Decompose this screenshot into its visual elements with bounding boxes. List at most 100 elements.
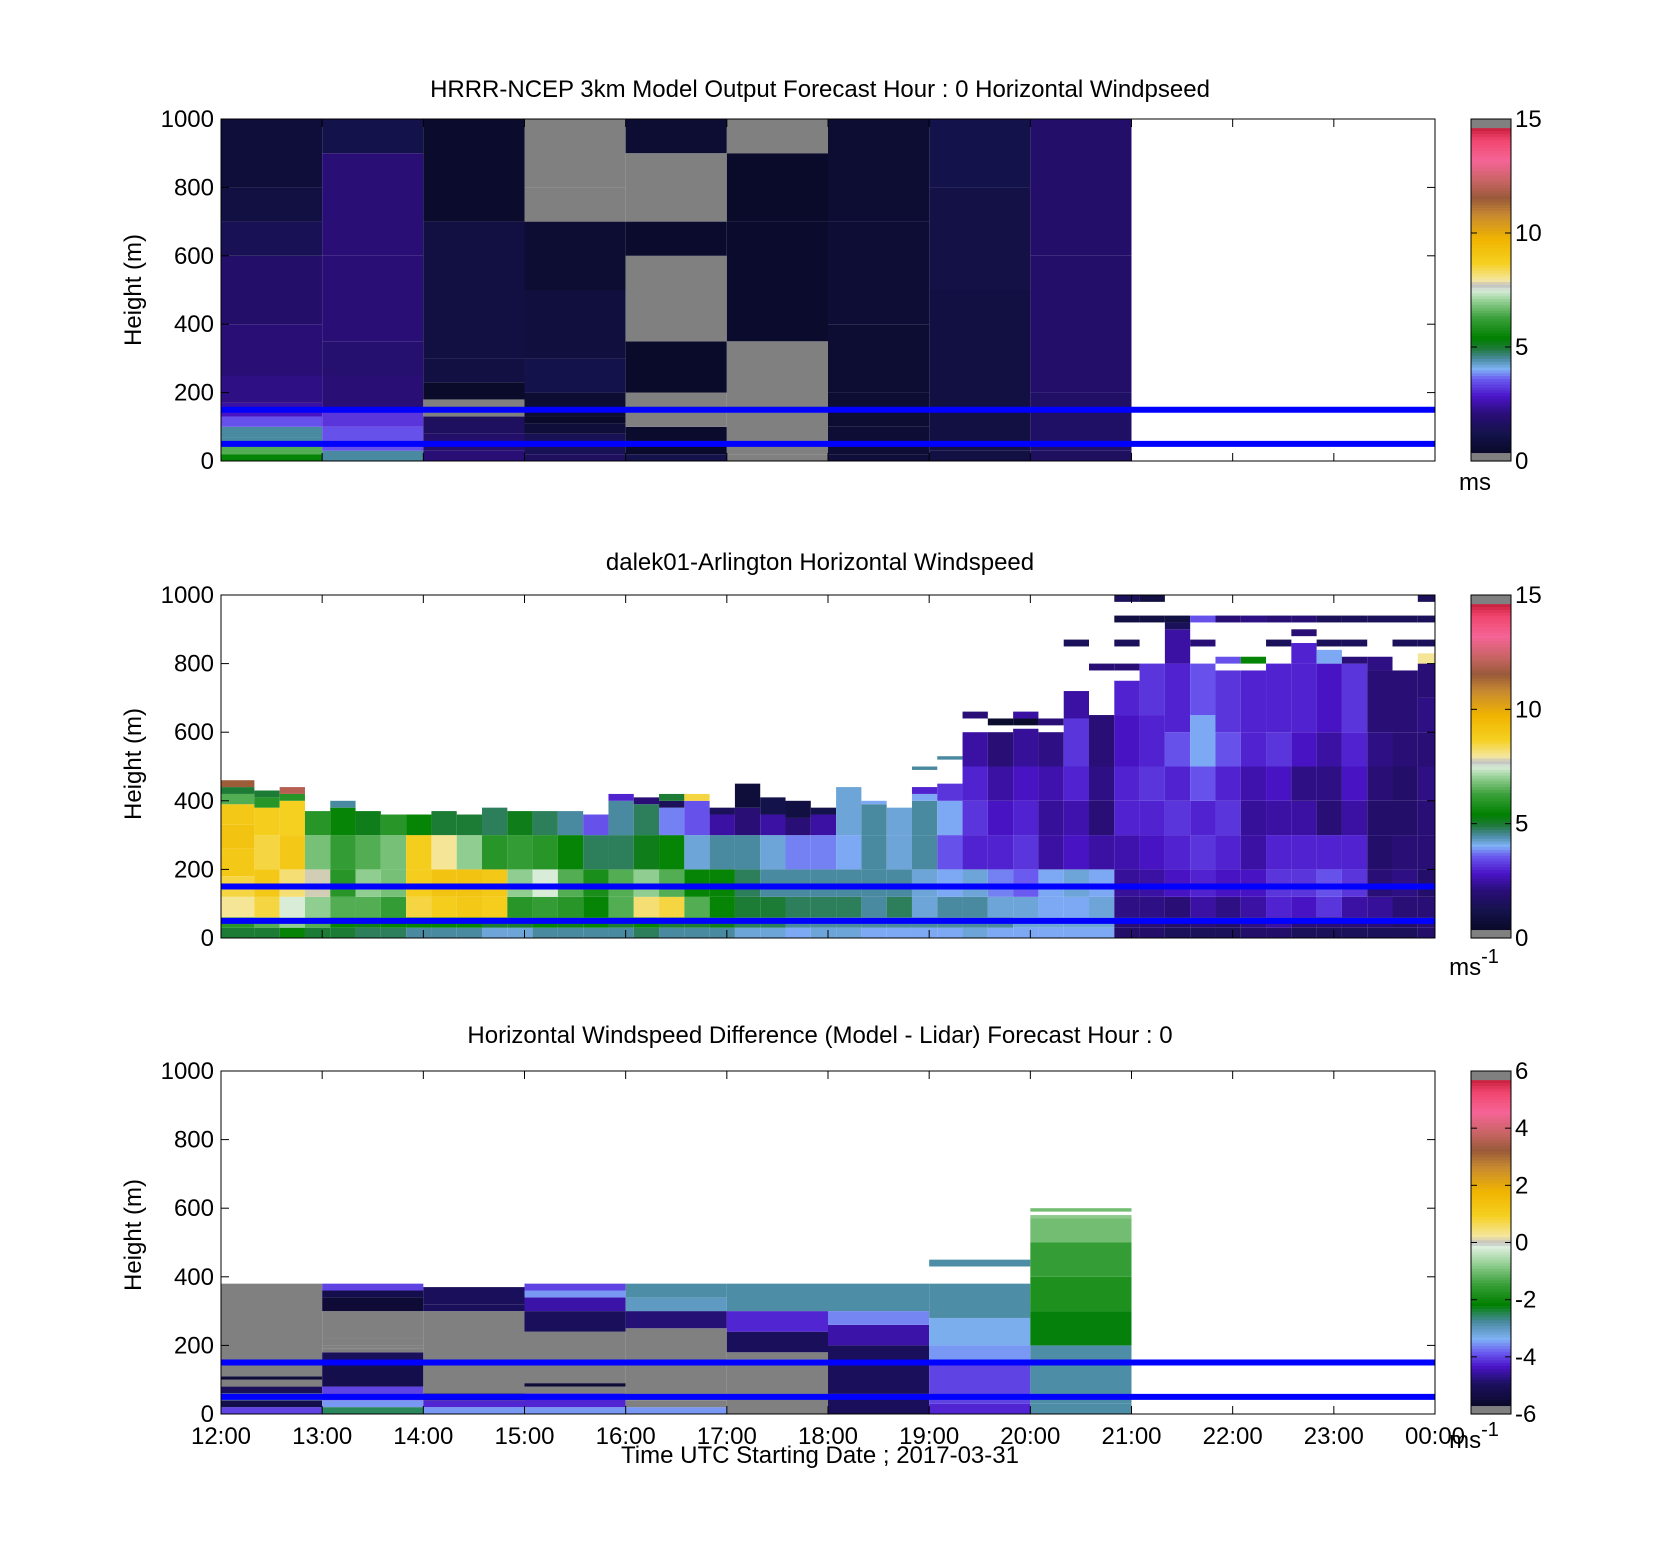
heatmap-cell (1291, 732, 1317, 767)
colorbar-segment (1471, 857, 1511, 862)
colorbar-segment (1471, 329, 1511, 334)
heatmap-cell (583, 869, 609, 897)
heatmap-cell (1392, 896, 1418, 918)
heatmap-cell (322, 1345, 424, 1349)
heatmap-cell (524, 1386, 626, 1394)
heatmap-cell (1013, 711, 1039, 719)
panel-difference-colorbar: -6 -4 -2 0 2 4 6 (1470, 1058, 1536, 1428)
heatmap-cell (557, 835, 584, 870)
colorbar-segment (1471, 193, 1511, 197)
heatmap-cell (785, 800, 811, 818)
colorbar-segment (1471, 1313, 1511, 1318)
heatmap-cell (1417, 835, 1435, 870)
heatmap-cell (962, 711, 988, 719)
heatmap-cell (406, 896, 432, 918)
heatmap-cell (828, 454, 930, 461)
heatmap-cell (1063, 691, 1090, 719)
colorbar-segment (1471, 1385, 1511, 1389)
heatmap-cell (1030, 1215, 1132, 1219)
colorbar-segment (1471, 777, 1511, 782)
heatmap-cell (355, 811, 381, 836)
heatmap-cell (322, 1348, 424, 1353)
heatmap-cell (221, 1407, 323, 1414)
colorbar-segment (1471, 452, 1511, 456)
heatmap-cell (684, 869, 710, 897)
heatmap-cell (279, 793, 305, 801)
heatmap-cell (1367, 835, 1393, 870)
heatmap-cell (254, 797, 280, 808)
colorbar-segment (1471, 823, 1511, 828)
panel-model-y-axis: 0 200 400 600 800 1000 (161, 106, 1435, 475)
heatmap-cell (962, 896, 988, 918)
heatmap-cell (221, 1376, 323, 1380)
heatmap-cell (1164, 615, 1191, 623)
heatmap-cell (330, 800, 356, 808)
colorbar-segment (1471, 1225, 1511, 1229)
heatmap-cell (1392, 766, 1418, 801)
heatmap-cell (532, 835, 558, 870)
heatmap-cell (1038, 732, 1064, 767)
heatmap-cell (330, 807, 356, 836)
colorbar-segment (1471, 1122, 1511, 1126)
heatmap-cell (836, 927, 862, 938)
heatmap-cell (659, 896, 685, 918)
colorbar-segment (1471, 1242, 1511, 1246)
colorbar-segment (1471, 1196, 1511, 1201)
heatmap-cell (911, 766, 938, 770)
heatmap-cell (911, 835, 938, 870)
heatmap-cell (608, 793, 634, 801)
heatmap-cell (726, 221, 828, 290)
colorbar-segment (1471, 335, 1511, 340)
colorbar-segment (1471, 743, 1511, 748)
heatmap-cell (507, 835, 533, 870)
colorbar-segment (1471, 1276, 1511, 1281)
colorbar-segment (1471, 783, 1511, 788)
heatmap-cell (1114, 595, 1140, 602)
heatmap-cell (1089, 896, 1115, 918)
colorbar-segment (1471, 1182, 1511, 1186)
heatmap-cell (254, 807, 280, 836)
heatmap-cell (380, 835, 407, 870)
colorbar-segment (1471, 660, 1511, 665)
colorbar-segment (1471, 133, 1511, 137)
panel-model-plot-area (220, 118, 1436, 462)
colorbar-segment (1471, 304, 1511, 308)
heatmap-cell (221, 324, 323, 376)
heatmap-cell (785, 835, 811, 870)
colorbar-segment (1471, 130, 1511, 134)
x-tick-label: 16:00 (596, 1423, 656, 1450)
heatmap-cell (625, 1407, 727, 1414)
heatmap-cell (1114, 766, 1140, 801)
heatmap-cell (709, 927, 735, 938)
colorbar-segment (1471, 258, 1511, 263)
colorbar-segment (1471, 1393, 1511, 1398)
heatmap-cell (1038, 869, 1064, 897)
heatmap-cell (1063, 718, 1090, 767)
colorbar-segment (1471, 620, 1511, 625)
heatmap-cell (330, 927, 356, 938)
heatmap-cell (1139, 927, 1165, 938)
colorbar-segment (1471, 1125, 1511, 1129)
heatmap-cell (1240, 927, 1267, 938)
heatmap-cell (1164, 869, 1191, 897)
y-tick-label: 1000 (161, 106, 214, 133)
heatmap-cell (1139, 835, 1165, 870)
heatmap-cell (659, 869, 685, 897)
colorbar-segment (1471, 1359, 1511, 1364)
heatmap-cell (1190, 715, 1216, 767)
colorbar-segment (1471, 1302, 1511, 1306)
heatmap-cell (1392, 835, 1418, 870)
heatmap-cell (322, 1400, 424, 1408)
heatmap-cell (1215, 869, 1241, 897)
heatmap-cell (1291, 835, 1317, 870)
heatmap-cell (929, 187, 1031, 290)
heatmap-cell (709, 814, 735, 836)
heatmap-cell (1240, 835, 1267, 870)
heatmap-cell (962, 835, 988, 870)
heatmap-cell (423, 290, 525, 359)
colorbar-segment (1471, 1151, 1511, 1155)
heatmap-cell (1190, 896, 1216, 918)
heatmap-cell (726, 1311, 828, 1332)
colorbar-segment (1471, 1185, 1511, 1189)
heatmap-cell (1164, 732, 1191, 767)
